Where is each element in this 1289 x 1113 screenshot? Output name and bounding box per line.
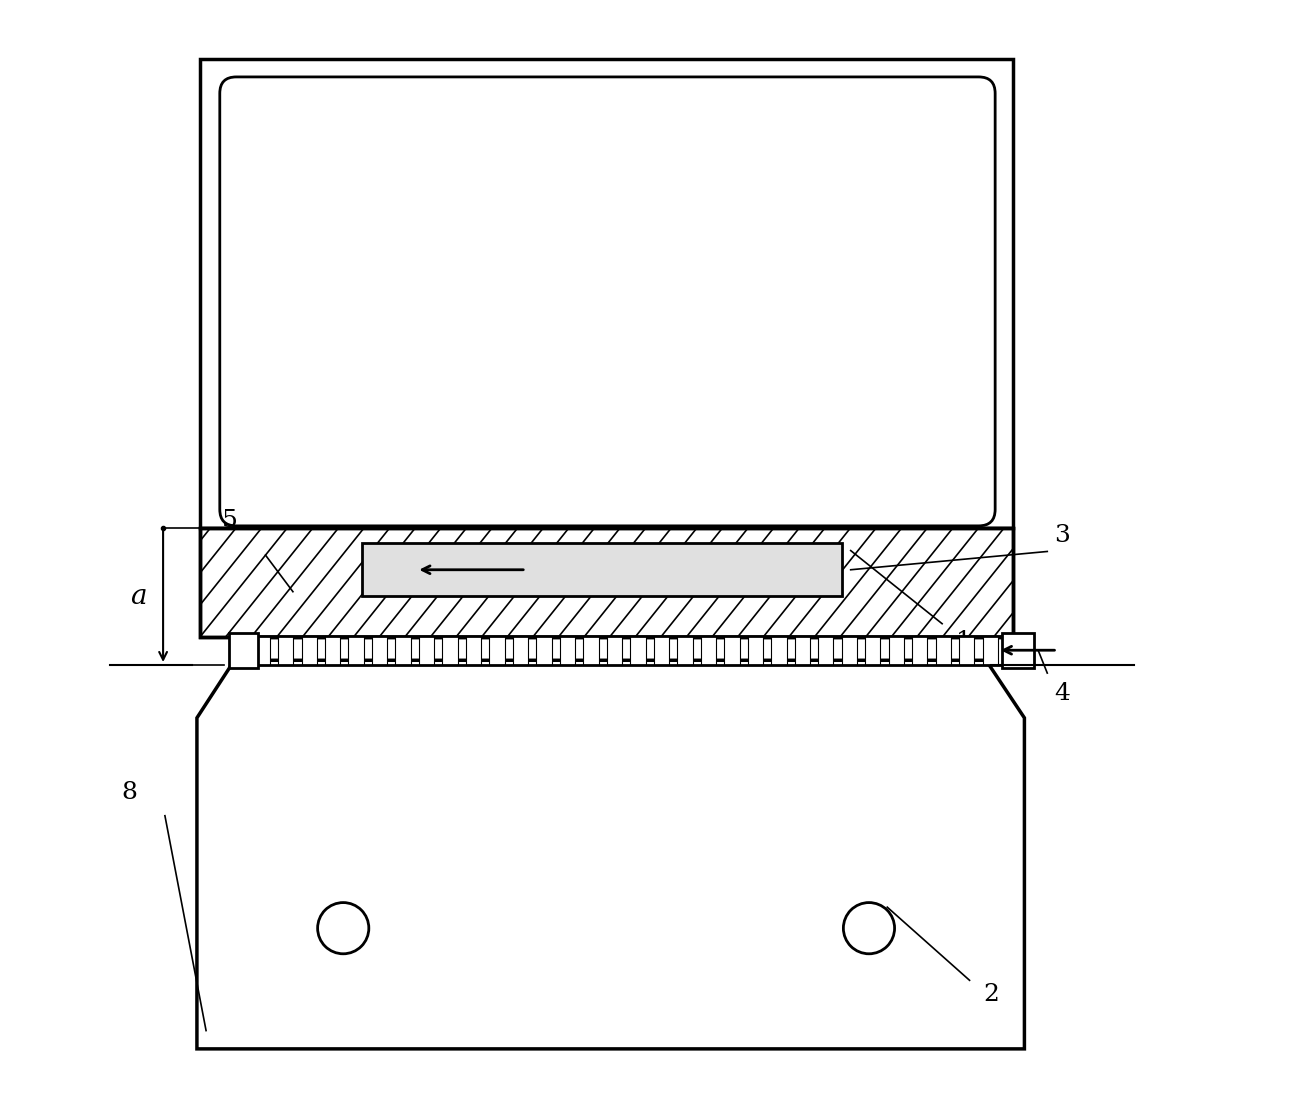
Text: 5: 5 xyxy=(222,510,238,532)
Bar xyxy=(419,636,434,664)
Text: 2: 2 xyxy=(984,983,999,1005)
Bar xyxy=(200,528,1013,638)
Bar xyxy=(1003,633,1034,668)
Text: 8: 8 xyxy=(121,781,138,805)
Bar xyxy=(254,636,269,664)
Bar xyxy=(701,636,717,664)
Bar xyxy=(865,636,880,664)
Bar xyxy=(200,59,1013,528)
FancyBboxPatch shape xyxy=(220,77,995,525)
Bar xyxy=(325,636,340,664)
Bar xyxy=(559,636,575,664)
Bar xyxy=(677,636,692,664)
Bar xyxy=(348,636,363,664)
Bar xyxy=(254,636,1007,664)
Bar xyxy=(396,636,411,664)
Bar xyxy=(200,528,1013,638)
Text: 1: 1 xyxy=(956,630,972,653)
Text: 3: 3 xyxy=(1054,524,1070,546)
Bar xyxy=(536,636,552,664)
Bar xyxy=(513,636,528,664)
Bar xyxy=(795,636,809,664)
Bar xyxy=(842,636,857,664)
Bar xyxy=(771,636,786,664)
Bar xyxy=(442,636,458,664)
Bar xyxy=(278,636,294,664)
Bar xyxy=(654,636,669,664)
Bar xyxy=(630,636,646,664)
Bar xyxy=(819,636,834,664)
Bar xyxy=(490,636,505,664)
Bar xyxy=(913,636,928,664)
Bar xyxy=(607,636,623,664)
Bar xyxy=(748,636,763,664)
Bar xyxy=(584,636,598,664)
Bar xyxy=(936,636,951,664)
Text: 4: 4 xyxy=(1054,682,1070,706)
Bar xyxy=(302,636,317,664)
Bar xyxy=(229,633,258,668)
Bar xyxy=(373,636,387,664)
Polygon shape xyxy=(197,660,1025,1048)
Bar xyxy=(361,543,842,597)
Bar xyxy=(959,636,974,664)
Bar xyxy=(465,636,481,664)
Text: a: a xyxy=(130,583,147,610)
Bar xyxy=(888,636,904,664)
Bar xyxy=(724,636,740,664)
Bar xyxy=(982,636,998,664)
